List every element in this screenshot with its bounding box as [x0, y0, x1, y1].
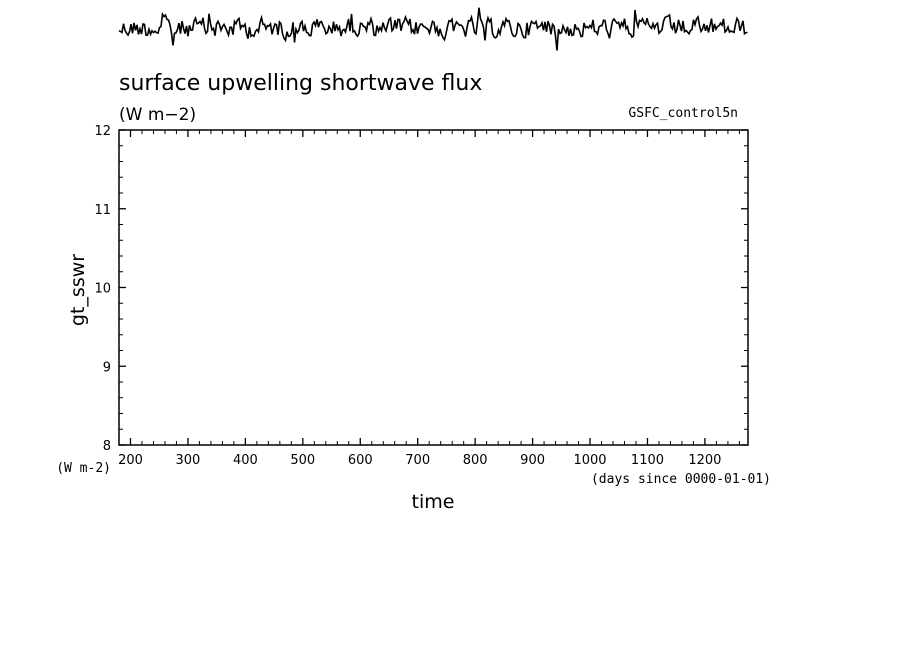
y-axis-units: (W m-2)	[56, 461, 111, 476]
x-tick-label: 1200	[688, 453, 721, 468]
y-tick-label: 11	[94, 203, 111, 218]
x-axis-ticks	[118, 130, 740, 445]
x-tick-label: 800	[463, 453, 488, 468]
x-tick-label: 1100	[631, 453, 664, 468]
y-tick-label: 12	[94, 124, 111, 139]
x-tick-label: 200	[118, 453, 143, 468]
x-tick-label: 300	[176, 453, 201, 468]
x-tick-label: 900	[520, 453, 545, 468]
y-tick-label: 9	[103, 360, 111, 375]
x-tick-label: 500	[290, 453, 315, 468]
x-axis-units: (days since 0000-01-01)	[591, 472, 771, 487]
y-tick-label: 10	[94, 282, 111, 297]
inset-trace-line	[118, 7, 748, 51]
x-axis-tick-labels: 200 300 400 500 600 700 800 900 1000 1100 1200	[118, 453, 721, 468]
x-tick-label: 600	[348, 453, 373, 468]
x-axis-title: time	[412, 491, 455, 513]
y-axis-tick-labels: 8 9 10 11 12	[94, 124, 111, 454]
y-axis-title: gt_sswr	[67, 254, 89, 326]
y-tick-label: 8	[103, 439, 111, 454]
chart-title: surface upwelling shortwave flux	[119, 71, 482, 96]
x-tick-label: 400	[233, 453, 258, 468]
x-tick-label: 1000	[573, 453, 606, 468]
plot-frame	[118, 129, 749, 446]
dataset-label: GSFC_control5n	[628, 106, 738, 121]
units-label: (W m−2)	[119, 105, 196, 125]
y-axis-ticks	[119, 129, 748, 446]
x-tick-label: 700	[405, 453, 430, 468]
